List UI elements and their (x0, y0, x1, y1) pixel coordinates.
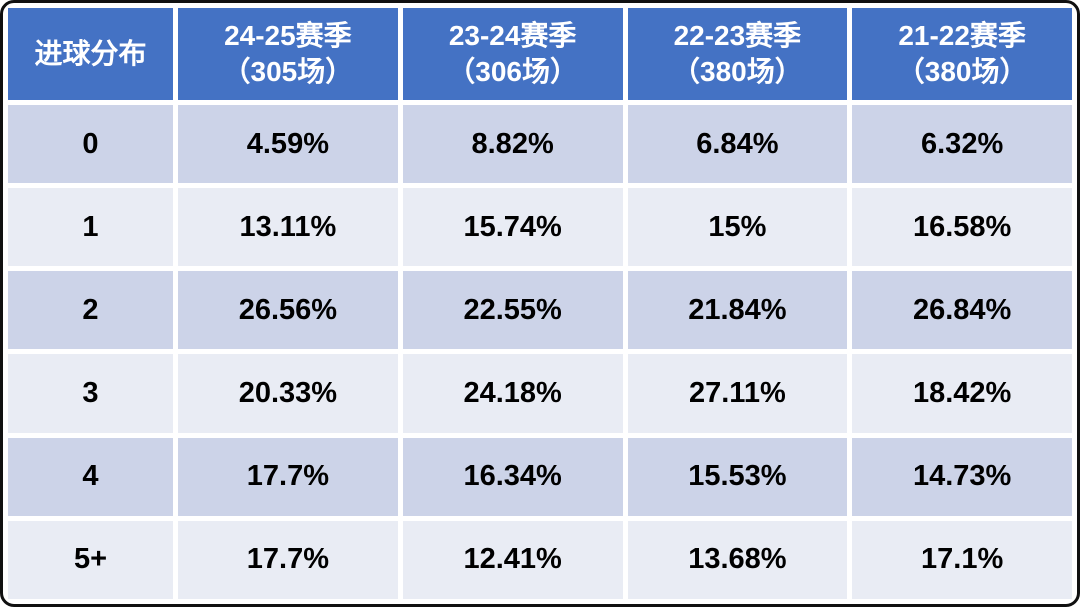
table-row-goals-2: 2 26.56% 22.55% 21.84% 26.84% (8, 271, 1072, 350)
match-count-label: （306场） (447, 56, 578, 87)
season-label: 24-25赛季 (224, 20, 352, 52)
table-cell: 17.7% (178, 437, 398, 516)
table-cell: 26.84% (852, 271, 1072, 350)
table-row-goals-3: 3 20.33% 24.18% 27.11% 18.42% (8, 354, 1072, 433)
table-header: 进球分布 24-25赛季 （305场） 23-24赛季 （306场） 22-23… (8, 8, 1072, 100)
table-cell: 17.7% (178, 520, 398, 599)
table-cell: 14.73% (852, 437, 1072, 516)
row-label: 2 (8, 271, 173, 350)
table-cell: 12.41% (402, 520, 623, 599)
table-cell: 13.68% (627, 520, 848, 599)
table-cell: 6.32% (852, 105, 1072, 184)
corner-header-label: 进球分布 (34, 38, 147, 70)
header-row: 进球分布 24-25赛季 （305场） 23-24赛季 （306场） 22-23… (8, 8, 1072, 100)
row-label: 0 (8, 105, 173, 184)
table-cell: 18.42% (852, 354, 1072, 433)
season-label: 22-23赛季 (673, 20, 802, 52)
table-cell: 15.53% (627, 437, 848, 516)
column-header-season-24-25: 24-25赛季 （305场） (178, 8, 398, 100)
table-cell: 4.59% (178, 105, 398, 184)
column-header-season-21-22: 21-22赛季 （380场） (852, 8, 1072, 100)
season-label: 21-22赛季 (898, 20, 1026, 52)
table-cell: 16.58% (852, 188, 1072, 267)
row-label: 5+ (8, 520, 173, 599)
table-row-goals-4: 4 17.7% 16.34% 15.53% 14.73% (8, 437, 1072, 516)
table-row-goals-0: 0 4.59% 8.82% 6.84% 6.32% (8, 105, 1072, 184)
column-header-season-23-24: 23-24赛季 （306场） (402, 8, 623, 100)
table-cell: 24.18% (402, 354, 623, 433)
table-cell: 13.11% (178, 188, 398, 267)
corner-header-goal-distribution: 进球分布 (8, 8, 173, 100)
goal-distribution-table: 进球分布 24-25赛季 （305场） 23-24赛季 （306场） 22-23… (3, 3, 1077, 604)
match-count-label: （380场） (672, 56, 803, 87)
table-cell: 17.1% (852, 520, 1072, 599)
table-cell: 6.84% (627, 105, 848, 184)
table-cell: 20.33% (178, 354, 398, 433)
season-label: 23-24赛季 (448, 20, 577, 52)
table-cell: 21.84% (627, 271, 848, 350)
table-cell: 15.74% (402, 188, 623, 267)
match-count-label: （305场） (222, 56, 354, 87)
row-label: 3 (8, 354, 173, 433)
table-cell: 16.34% (402, 437, 623, 516)
row-label: 4 (8, 437, 173, 516)
row-label: 1 (8, 188, 173, 267)
table-body: 0 4.59% 8.82% 6.84% 6.32% 1 13.11% 15.74… (8, 105, 1072, 599)
table-cell: 22.55% (402, 271, 623, 350)
table-cell: 27.11% (627, 354, 848, 433)
table-cell: 15% (627, 188, 848, 267)
match-count-label: （380场） (896, 56, 1028, 87)
table-cell: 8.82% (402, 105, 623, 184)
table-row-goals-1: 1 13.11% 15.74% 15% 16.58% (8, 188, 1072, 267)
column-header-season-22-23: 22-23赛季 （380场） (627, 8, 848, 100)
table-cell: 26.56% (178, 271, 398, 350)
table-row-goals-5plus: 5+ 17.7% 12.41% 13.68% 17.1% (8, 520, 1072, 599)
